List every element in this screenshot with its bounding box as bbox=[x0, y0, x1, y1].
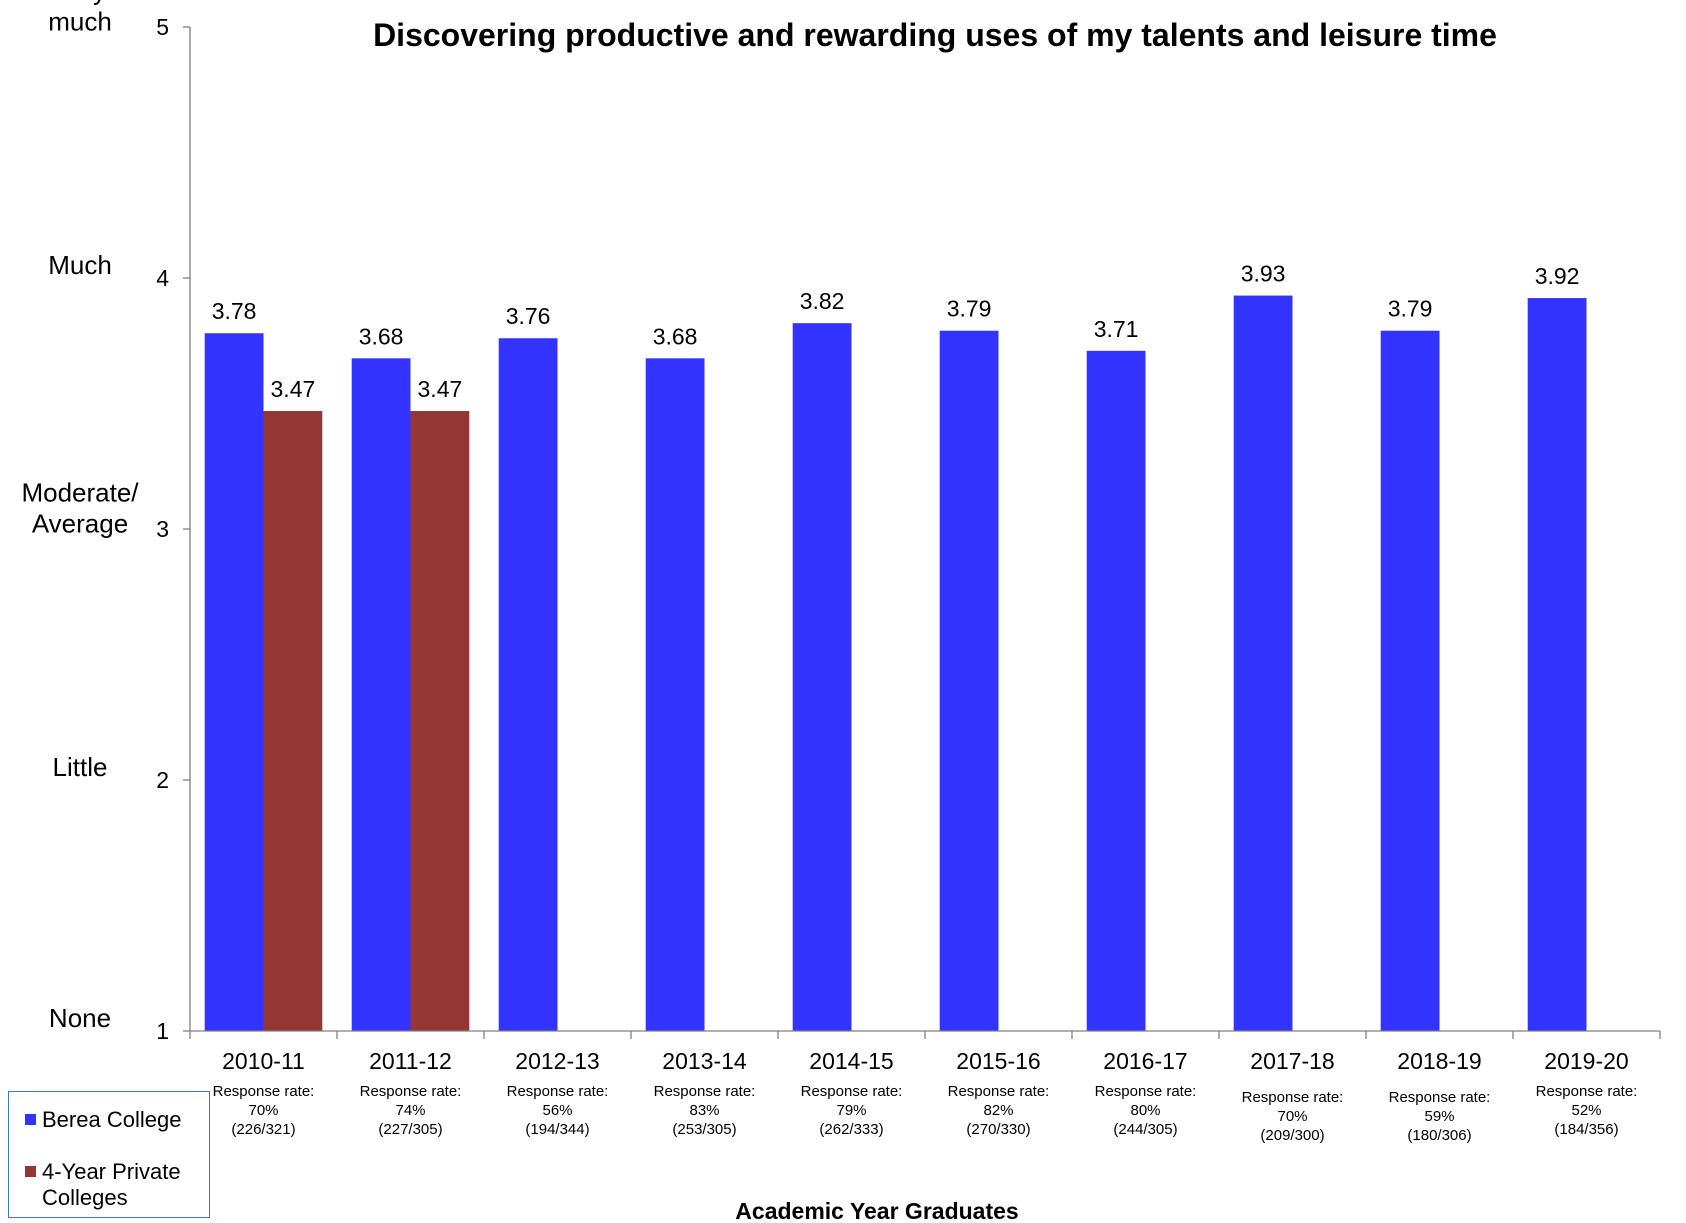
legend-item-berea: Berea College bbox=[25, 1107, 181, 1133]
chart-title: Discovering productive and rewarding use… bbox=[373, 17, 1497, 53]
data-label: 3.47 bbox=[418, 376, 463, 402]
y-category-label: Much bbox=[48, 250, 112, 280]
response-rate-label: (227/305) bbox=[378, 1121, 442, 1138]
x-axis: 2010-11 Response rate: 70% (226/321) 2011-12… bbox=[189, 1030, 1661, 1144]
bar bbox=[1233, 295, 1293, 1031]
legend: Berea College 4-Year Private Colleges bbox=[8, 1091, 210, 1218]
data-label: 3.82 bbox=[800, 288, 845, 314]
response-rate-label: 59% bbox=[1424, 1108, 1454, 1125]
x-tick-label: 2018-19 bbox=[1397, 1048, 1481, 1074]
data-label: 3.79 bbox=[1388, 296, 1433, 322]
response-rate-label: 82% bbox=[983, 1102, 1013, 1119]
x-tick-label: 2012-13 bbox=[515, 1048, 599, 1074]
x-tick-label: 2014-15 bbox=[809, 1048, 893, 1074]
response-rate-label: (244/305) bbox=[1113, 1121, 1177, 1138]
y-tick-label: 1 bbox=[156, 1018, 169, 1044]
data-label: 3.68 bbox=[359, 323, 404, 349]
bar bbox=[263, 411, 323, 1031]
bar bbox=[645, 358, 705, 1031]
response-rate-label: 70% bbox=[1277, 1108, 1307, 1125]
bar bbox=[792, 323, 852, 1031]
response-rate-label: (180/306) bbox=[1407, 1127, 1471, 1144]
response-rate-label: 83% bbox=[689, 1102, 719, 1119]
bar bbox=[498, 338, 558, 1031]
response-rate-label: Response rate: bbox=[1536, 1083, 1638, 1100]
bar bbox=[1527, 298, 1587, 1032]
response-rate-label: (226/321) bbox=[231, 1121, 295, 1138]
data-label: 3.78 bbox=[212, 298, 257, 324]
y-tick-label: 5 bbox=[156, 14, 169, 40]
x-tick-label: 2015-16 bbox=[956, 1048, 1040, 1074]
response-rate-label: Response rate: bbox=[1389, 1089, 1491, 1106]
response-rate-label: Response rate: bbox=[948, 1083, 1050, 1100]
response-rate-label: 70% bbox=[248, 1102, 278, 1119]
response-rate-label: 56% bbox=[542, 1102, 572, 1119]
response-rate-label: Response rate: bbox=[360, 1083, 462, 1100]
y-tick-label: 4 bbox=[156, 265, 169, 291]
y-axis: 1 2 3 4 5 Verymuch Much Moderate/Average Little N… bbox=[21, 0, 191, 1044]
data-label: 3.47 bbox=[271, 376, 316, 402]
data-label: 3.93 bbox=[1241, 261, 1286, 287]
response-rate-label: (209/300) bbox=[1260, 1127, 1324, 1144]
response-rate-label: Response rate: bbox=[507, 1083, 609, 1100]
bar bbox=[351, 358, 411, 1031]
y-category-label: None bbox=[49, 1003, 111, 1033]
x-tick-label: 2016-17 bbox=[1103, 1048, 1187, 1074]
legend-label-berea: Berea College bbox=[42, 1107, 182, 1132]
y-category-label: Little bbox=[53, 752, 108, 782]
y-tick-label: 2 bbox=[156, 767, 169, 793]
y-category-label: Moderate/ bbox=[21, 478, 139, 508]
legend-swatch-berea bbox=[25, 1114, 36, 1125]
bar bbox=[1086, 350, 1146, 1031]
response-rate-label: 79% bbox=[836, 1102, 866, 1119]
response-rate-label: (194/344) bbox=[525, 1121, 589, 1138]
response-rate-label: Response rate: bbox=[1242, 1089, 1344, 1106]
response-rate-label: (184/356) bbox=[1554, 1121, 1618, 1138]
bar bbox=[204, 333, 264, 1032]
y-tick-label: 3 bbox=[156, 516, 169, 542]
y-category-label: much bbox=[48, 7, 112, 37]
legend-label-private: 4-Year Private Colleges bbox=[42, 1159, 181, 1210]
legend-swatch-private bbox=[25, 1166, 36, 1177]
x-tick-label: 2017-18 bbox=[1250, 1048, 1334, 1074]
y-category-label: Average bbox=[32, 509, 128, 539]
response-rate-label: Response rate: bbox=[213, 1083, 315, 1100]
y-category-label: Very bbox=[54, 0, 106, 6]
bar bbox=[410, 411, 470, 1031]
response-rate-label: 74% bbox=[395, 1102, 425, 1119]
data-label: 3.92 bbox=[1535, 263, 1580, 289]
x-tick-label: 2019-20 bbox=[1544, 1048, 1628, 1074]
response-rate-label: (270/330) bbox=[966, 1121, 1030, 1138]
bar bbox=[1380, 330, 1440, 1032]
response-rate-label: (262/333) bbox=[819, 1121, 883, 1138]
legend-item-private: 4-Year Private Colleges bbox=[25, 1159, 212, 1211]
data-label: 3.68 bbox=[653, 323, 698, 349]
x-tick-label: 2010-11 bbox=[222, 1048, 305, 1074]
bar bbox=[939, 330, 999, 1032]
response-rate-label: Response rate: bbox=[654, 1083, 756, 1100]
x-tick-label: 2013-14 bbox=[662, 1048, 747, 1074]
response-rate-label: (253/305) bbox=[672, 1121, 736, 1138]
data-label: 3.71 bbox=[1094, 316, 1139, 342]
response-rate-label: 52% bbox=[1571, 1102, 1601, 1119]
x-axis-label: Academic Year Graduates bbox=[735, 1198, 1018, 1223]
x-tick-label: 2011-12 bbox=[369, 1048, 452, 1074]
response-rate-label: Response rate: bbox=[1095, 1083, 1197, 1100]
bars: 3.78 3.68 3.76 3.68 3.82 3.79 3.71 3.93 3.79 3.92… bbox=[204, 261, 1587, 1032]
data-label: 3.79 bbox=[947, 296, 992, 322]
response-rate-label: Response rate: bbox=[801, 1083, 903, 1100]
data-label: 3.76 bbox=[506, 303, 551, 329]
response-rate-label: 80% bbox=[1130, 1102, 1160, 1119]
